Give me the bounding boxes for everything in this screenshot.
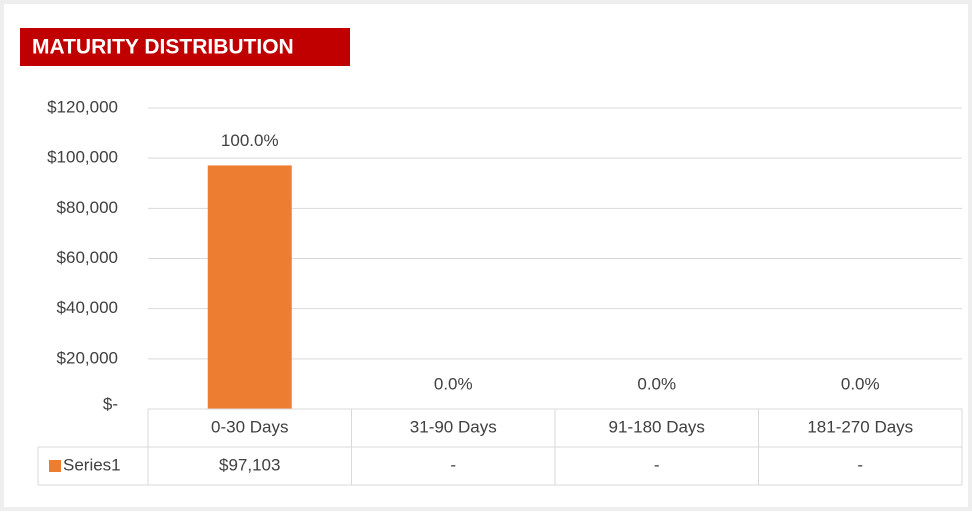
data-label: 0.0% — [637, 374, 676, 393]
y-tick-label: $80,000 — [57, 198, 118, 217]
table-value: - — [857, 455, 863, 474]
data-label: 0.0% — [841, 374, 880, 393]
table-value: $97,103 — [219, 455, 280, 474]
legend-swatch — [49, 460, 61, 472]
legend-label: Series1 — [63, 455, 121, 474]
y-tick-label: $120,000 — [47, 97, 118, 116]
y-tick-label: $20,000 — [57, 348, 118, 367]
x-tick-label: 91-180 Days — [609, 417, 705, 436]
table-value: - — [450, 455, 456, 474]
chart-title: MATURITY DISTRIBUTION — [32, 36, 294, 59]
y-tick-label: $40,000 — [57, 298, 118, 317]
table-value: - — [654, 455, 660, 474]
title-box — [20, 28, 350, 66]
y-tick-label: $100,000 — [47, 148, 118, 167]
data-label: 0.0% — [434, 374, 473, 393]
x-tick-label: 0-30 Days — [211, 417, 288, 436]
x-tick-label: 31-90 Days — [410, 417, 497, 436]
x-tick-label: 181-270 Days — [807, 417, 913, 436]
bar — [207, 165, 292, 409]
y-tick-label: $- — [103, 394, 118, 413]
data-label: 100.0% — [221, 131, 279, 150]
y-tick-label: $60,000 — [57, 248, 118, 267]
